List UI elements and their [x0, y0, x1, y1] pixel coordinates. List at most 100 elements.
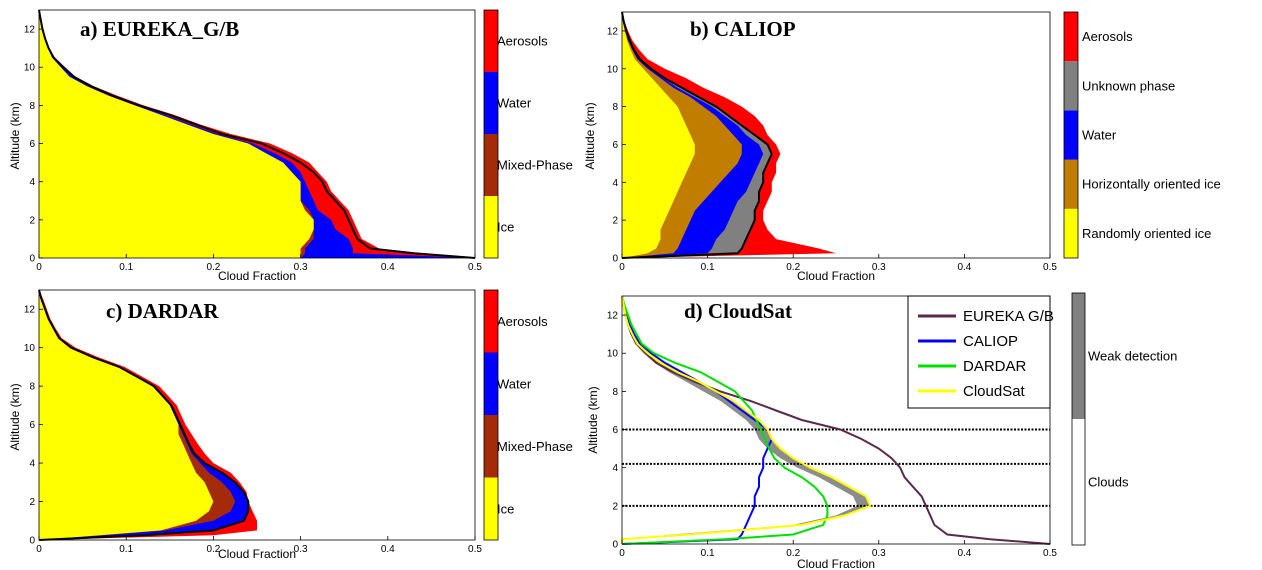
panel-d-colorbar-label-0: Clouds: [1088, 475, 1129, 490]
panel-a-xtick-label-3: 0.3: [294, 262, 308, 273]
panel-b-colorbar-label-2: Water: [1082, 128, 1117, 143]
panel-b-title: b) CALIOP: [690, 17, 796, 41]
panel-c-ytick-label-1: 2: [29, 497, 35, 508]
panel-d-xlabel: Cloud Fraction: [797, 557, 875, 570]
panel-d-ytick-label-3: 6: [612, 425, 618, 436]
panel-c-ytick-label-5: 10: [24, 343, 36, 354]
panel-b-colorbar: Randomly oriented ice Horizontally orient…: [1063, 11, 1221, 259]
panel-b-xtick-label-3: 0.3: [872, 262, 886, 273]
panel-b-ytick-label-5: 10: [607, 64, 619, 75]
panel-c-outline: [38, 289, 250, 541]
legend-label-caliop: CALIOP: [963, 333, 1018, 350]
panel-b-colorbar-label-4: Aerosols: [1082, 29, 1133, 44]
panel-a-ytick-label-3: 6: [29, 139, 35, 150]
panel-b-ytick-label-6: 12: [607, 26, 619, 37]
panel-a-colorbar-swatch-3: [484, 10, 498, 72]
panel-d-ytick-label-0: 0: [612, 540, 618, 551]
panel-c-colorbar-label-3: Aerosols: [497, 314, 548, 329]
legend-label-eureka: EUREKA G/B: [963, 308, 1054, 325]
panel-a-xtick-label-1: 0.1: [119, 262, 133, 273]
legend-label-cloudsat: CloudSat: [963, 383, 1026, 400]
panel-a-ytick-label-5: 10: [24, 63, 36, 74]
panel-a-ytick-label-1: 2: [29, 215, 35, 226]
panel-b-ylabel: Altitude (km): [583, 102, 597, 169]
panel-a-area-ice: [39, 10, 314, 258]
panel-d-xtick-label-1: 0.1: [701, 548, 715, 559]
panel-a-frame: [38, 9, 476, 259]
panel-c-title: c) DARDAR: [106, 299, 219, 323]
panel-d-xtick-label-2: 0.2: [786, 548, 800, 559]
panel-c-xtick-label-4: 0.4: [381, 544, 395, 555]
panel-a-ytick-label-0: 0: [29, 254, 35, 265]
panel-d-ylabel: Altitude (km): [586, 386, 600, 453]
panel-d-ytick-label-6: 12: [607, 311, 619, 322]
panel-b-outline: [621, 11, 773, 259]
panel-d-xtick-label-4: 0.4: [957, 548, 971, 559]
panel-c-area-ice: [39, 290, 214, 540]
panel-d-xtick-label-3: 0.3: [872, 548, 886, 559]
panel-b-colorbar-swatch-2: [1064, 110, 1078, 160]
panel-a-ytick-label-6: 12: [24, 25, 36, 36]
panel-d-weak-detection-band: [622, 296, 871, 544]
panel-b-colorbar-label-1: Horizontally oriented ice: [1082, 177, 1221, 192]
panel-c-frame: [38, 289, 476, 541]
panel-b-colorbar-swatch-3: [1064, 61, 1078, 111]
legend-label-dardar: DARDAR: [963, 358, 1027, 375]
panel-d-colorbar-label-1: Weak detection: [1088, 349, 1177, 364]
panel-a-xtick-label-5: 0.5: [468, 262, 482, 273]
panel-b-frame: [621, 11, 1051, 259]
panel-a-ytick-label-4: 8: [29, 101, 35, 112]
panel-b-area-randomly-oriented-ice: [622, 12, 695, 258]
panel-b-colorbar-frame: [1063, 11, 1079, 259]
panel-b-ytick-label-3: 6: [612, 140, 618, 151]
panel-b-xlabel: Cloud Fraction: [797, 269, 875, 283]
panel-c: 0 0.1 0.2 0.3 0.4 0.5 0 2 4 6 8 10 12 c) DARDAR Clou…: [8, 289, 573, 561]
panel-d-colorbar: Clouds Weak detection: [1071, 292, 1177, 546]
panel-c-colorbar-swatch-1: [484, 415, 498, 478]
panel-c-colorbar-swatch-2: [484, 352, 498, 415]
panel-c-xtick-label-3: 0.3: [294, 544, 308, 555]
panel-a-colorbar-label-0: Ice: [497, 220, 514, 235]
panel-b-xtick-label-4: 0.4: [957, 262, 971, 273]
panel-b: 0 0.1 0.2 0.3 0.4 0.5 0 2 4 6 8 10 12 b) CALIOP Clou…: [583, 11, 1221, 283]
panel-b-ytick-label-4: 8: [612, 102, 618, 113]
panel-d-frame: [621, 295, 1051, 545]
panel-b-xtick-label-2: 0.2: [786, 262, 800, 273]
panel-c-colorbar-label-0: Ice: [497, 501, 514, 516]
panel-d-colorbar-swatch-1: [1072, 293, 1085, 419]
panel-d-legend: EUREKA G/B CALIOP DARDAR CloudSat: [907, 295, 1054, 409]
panel-c-ytick-label-4: 8: [29, 382, 35, 393]
panel-c-colorbar-swatch-0: [484, 477, 498, 540]
panel-c-xtick-label-5: 0.5: [468, 544, 482, 555]
panel-d-ytick-label-5: 10: [607, 349, 619, 360]
panel-c-colorbar-frame: [483, 289, 499, 541]
panel-b-ytick-label-0: 0: [612, 254, 618, 265]
panel-a-xtick-label-4: 0.4: [381, 262, 395, 273]
panel-a-colorbar-swatch-2: [484, 72, 498, 134]
panel-d-colorbar-frame: [1071, 292, 1086, 546]
panel-a-colorbar: Ice Mixed-Phase Water Aerosols: [483, 9, 573, 259]
panel-b-colorbar-label-0: Randomly oriented ice: [1082, 226, 1211, 241]
panel-b-xtick-label-0: 0: [619, 262, 625, 273]
panel-a-colorbar-swatch-1: [484, 134, 498, 196]
panel-b-ytick-label-1: 2: [612, 216, 618, 227]
panel-d-ytick-label-4: 8: [612, 387, 618, 398]
panel-a-title: a) EUREKA_G/B: [80, 17, 239, 41]
panel-c-ylabel: Altitude (km): [8, 383, 22, 450]
panel-b-ytick-label-2: 4: [612, 178, 618, 189]
panel-d-ytick-label-2: 4: [612, 463, 618, 474]
panel-a-colorbar-swatch-0: [484, 196, 498, 258]
panel-c-ytick-label-3: 6: [29, 420, 35, 431]
panel-b-xtick-label-1: 0.1: [701, 262, 715, 273]
panel-d-series-cloudsat: [621, 295, 872, 544]
panel-a-xtick-label-2: 0.2: [206, 262, 220, 273]
panel-c-xtick-label-0: 0: [36, 544, 42, 555]
panel-d-title: d) CloudSat: [684, 299, 792, 323]
panel-b-colorbar-swatch-0: [1064, 208, 1078, 258]
panel-c-xtick-label-1: 0.1: [119, 544, 133, 555]
panel-c-xtick-label-2: 0.2: [206, 544, 220, 555]
panel-a-ytick-label-2: 4: [29, 177, 35, 188]
panel-a-xtick-label-0: 0: [36, 262, 42, 273]
panel-d-ytick-label-1: 2: [612, 501, 618, 512]
